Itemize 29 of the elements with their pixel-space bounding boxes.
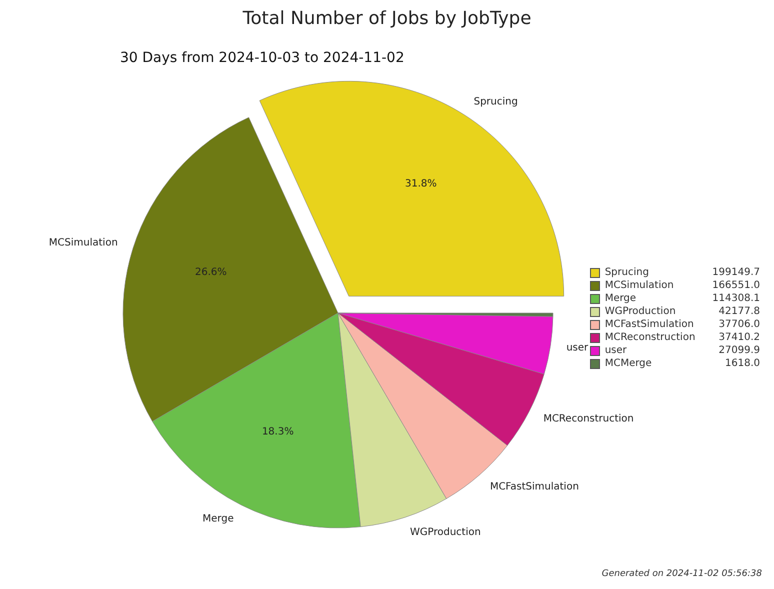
data-label: 37410.2 xyxy=(718,331,761,344)
slice-label: WGProduction xyxy=(410,526,481,538)
legend-label: WGProduction xyxy=(604,305,677,318)
legend-label: MCFastSimulation xyxy=(604,318,695,331)
text: 26.6% xyxy=(195,267,227,278)
data-label: 42177.8 xyxy=(718,305,761,318)
text: 18.3% xyxy=(262,426,294,438)
legend-label: Merge xyxy=(604,292,638,305)
legend-label: user xyxy=(604,344,628,357)
slice-label: MCReconstruction xyxy=(543,413,634,424)
text: Generated on 2024-11-02 05:56:38 xyxy=(602,569,762,579)
data-label: 199149.7 xyxy=(711,266,761,279)
data-label: 166551.0 xyxy=(711,279,761,292)
data-label: 114308.1 xyxy=(711,292,761,305)
slice-label: Merge xyxy=(202,514,234,525)
chart-subtitle: 30 Days from 2024-10-03 to 2024-11-02 xyxy=(120,50,404,66)
data-label: 37706.0 xyxy=(718,318,761,331)
slice-label: MCFastSimulation xyxy=(490,481,579,492)
slice-label: Sprucing xyxy=(474,96,518,108)
data-label: 27099.9 xyxy=(718,344,761,357)
data-label: 1618.0 xyxy=(724,357,761,370)
legend-label: MCSimulation xyxy=(604,279,675,292)
text: 31.8% xyxy=(405,178,437,190)
slice-label: user xyxy=(566,342,590,354)
legend-label: Sprucing xyxy=(604,266,650,279)
slice-label: MCSimulation xyxy=(48,238,118,249)
legend-label: MCReconstruction xyxy=(604,331,696,344)
legend-label: MCMerge xyxy=(604,357,653,370)
chart-title: Total Number of Jobs by JobType xyxy=(242,8,532,29)
